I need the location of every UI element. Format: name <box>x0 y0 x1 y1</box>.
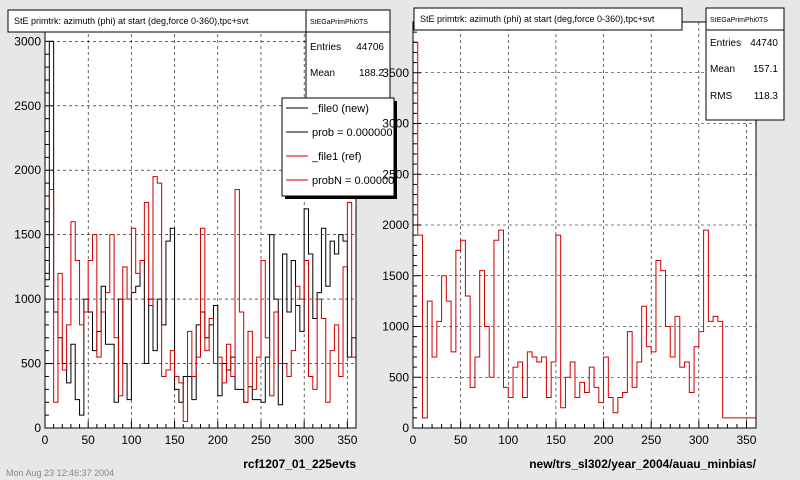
stats-value: 157.1 <box>753 64 778 75</box>
x-axis-label: rcf1207_01_225evts <box>243 457 356 471</box>
stats-label: Mean <box>310 68 335 79</box>
x-tick-label: 0 <box>410 433 417 447</box>
stats-value: 44706 <box>356 42 384 53</box>
x-axis-label: new/trs_sl302/year_2004/auau_minbias/ <box>529 457 756 471</box>
x-tick-label: 100 <box>121 433 141 447</box>
stats-title: StEGaPrimPhi0TS <box>710 17 768 24</box>
stats-title: StEGaPrimPhi0TS <box>310 19 368 26</box>
y-tick-label: 1500 <box>14 228 41 242</box>
stats-label: Entries <box>310 42 341 53</box>
x-tick-label: 300 <box>294 433 314 447</box>
title-box <box>413 7 683 31</box>
y-tick-label: 3000 <box>382 117 409 131</box>
y-tick-label: 0 <box>34 421 41 435</box>
x-tick-label: 350 <box>736 433 756 447</box>
x-tick-label: 150 <box>546 433 566 447</box>
legend-entries: _file0 (new) prob = 0.000000 _file1 (ref) p… <box>286 103 400 187</box>
x-tick-label: 250 <box>641 433 661 447</box>
x-tick-label: 0 <box>42 433 49 447</box>
y-tick-label: 2500 <box>14 99 41 113</box>
histogram-series-0 <box>412 41 757 428</box>
x-tick-label: 300 <box>689 433 709 447</box>
stats-label: Entries <box>710 38 741 49</box>
stats-value: 44740 <box>750 38 778 49</box>
y-tick-label: 2000 <box>382 218 409 232</box>
stats-value: 188.2 <box>359 68 384 79</box>
x-tick-label: 200 <box>594 433 614 447</box>
x-tick-label: 350 <box>337 433 357 447</box>
histogram-series-1 <box>44 176 357 428</box>
chart-right: 0 50 100 150 200 250 300 3500500100015002000250… <box>382 7 785 471</box>
x-tick-label: 200 <box>208 433 228 447</box>
x-tick-label: 50 <box>454 433 468 447</box>
x-tick-label: 50 <box>82 433 96 447</box>
stats-label: RMS <box>710 91 733 102</box>
stats-box <box>705 7 785 121</box>
legend-label: _file1 (ref) <box>311 151 362 163</box>
y-tick-label: 2500 <box>382 167 409 181</box>
y-tick-label: 0 <box>402 421 409 435</box>
legend-label: prob = 0.000000 <box>312 127 392 139</box>
x-tick-label: 100 <box>498 433 518 447</box>
plot-area <box>412 21 757 429</box>
y-tick-label: 3000 <box>14 34 41 48</box>
chart-title: StE primtrk: azimuth (phi) at start (deg… <box>14 16 249 26</box>
y-tick-label: 1500 <box>382 269 409 283</box>
y-tick-label: 1000 <box>14 292 41 306</box>
y-tick-label: 500 <box>389 370 409 384</box>
footer-timestamp: Mon Aug 23 12:46:37 2004 <box>6 468 114 478</box>
y-tick-label: 500 <box>21 357 41 371</box>
chart-title: StE primtrk: azimuth (phi) at start (deg… <box>420 14 655 24</box>
x-tick-label: 150 <box>165 433 185 447</box>
stats-label: Mean <box>710 64 735 75</box>
y-tick-label: 2000 <box>14 163 41 177</box>
x-tick-label: 250 <box>251 433 271 447</box>
stats-value: 118.3 <box>754 91 779 102</box>
y-tick-label: 1000 <box>382 320 409 334</box>
chart-left: 0 50 100 150 200 250 300 350 0 500 1000 1500 2000 250… <box>7 9 400 471</box>
legend-label: _file0 (new) <box>311 103 369 115</box>
y-tick-label: 3500 <box>382 66 409 80</box>
legend-label: probN = 0.000000 <box>312 175 400 187</box>
